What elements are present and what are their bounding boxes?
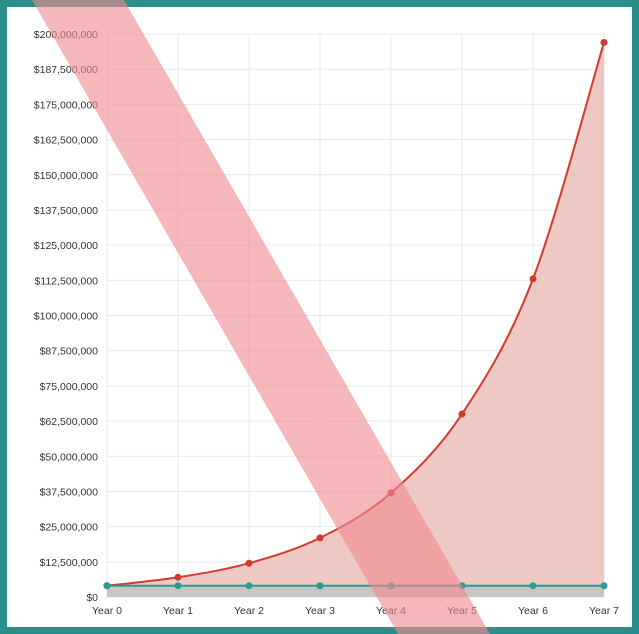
data-point: [174, 573, 182, 581]
x-tick-label: Year 3: [305, 605, 335, 617]
data-point: [103, 582, 111, 590]
series-area-0: [107, 42, 604, 597]
overlay-band: [32, 0, 490, 634]
data-point: [529, 275, 537, 283]
x-tick-label: Year 2: [234, 605, 264, 617]
data-point: [316, 534, 324, 542]
data-point: [600, 38, 608, 46]
x-tick-label: Year 1: [163, 605, 193, 617]
y-tick-label: $100,000,000: [34, 311, 98, 323]
x-tick-label: Year 6: [518, 605, 548, 617]
diagonal-overlay-band: [32, 0, 490, 634]
y-tick-label: $75,000,000: [40, 381, 99, 393]
y-tick-label: $62,500,000: [40, 416, 99, 428]
y-tick-label: $112,500,000: [35, 275, 99, 287]
y-axis-ticks: $0 $12,500,000 $25,000,000 $37,500,000 $50,0…: [34, 29, 98, 604]
data-point: [316, 582, 324, 590]
data-point: [174, 582, 182, 590]
y-tick-label: $162,500,000: [34, 135, 98, 147]
y-tick-label: $0: [86, 592, 98, 604]
data-point: [245, 582, 253, 590]
y-tick-label: $12,500,000: [40, 557, 99, 569]
y-tick-label: $37,500,000: [40, 486, 99, 498]
y-tick-label: $175,000,000: [34, 99, 98, 111]
series-area-1: [107, 585, 604, 597]
series-areas: [107, 42, 604, 597]
y-tick-label: $150,000,000: [34, 170, 98, 182]
y-tick-label: $25,000,000: [40, 522, 99, 534]
data-point: [458, 410, 466, 418]
y-tick-label: $137,500,000: [34, 205, 98, 217]
y-tick-label: $50,000,000: [40, 451, 99, 463]
data-point: [600, 582, 608, 590]
x-tick-label: Year 7: [589, 605, 619, 617]
y-tick-label: $125,000,000: [34, 240, 98, 252]
y-tick-label: $87,500,000: [40, 346, 99, 358]
data-point: [245, 559, 253, 567]
data-point: [529, 582, 537, 590]
x-tick-label: Year 0: [92, 605, 122, 617]
